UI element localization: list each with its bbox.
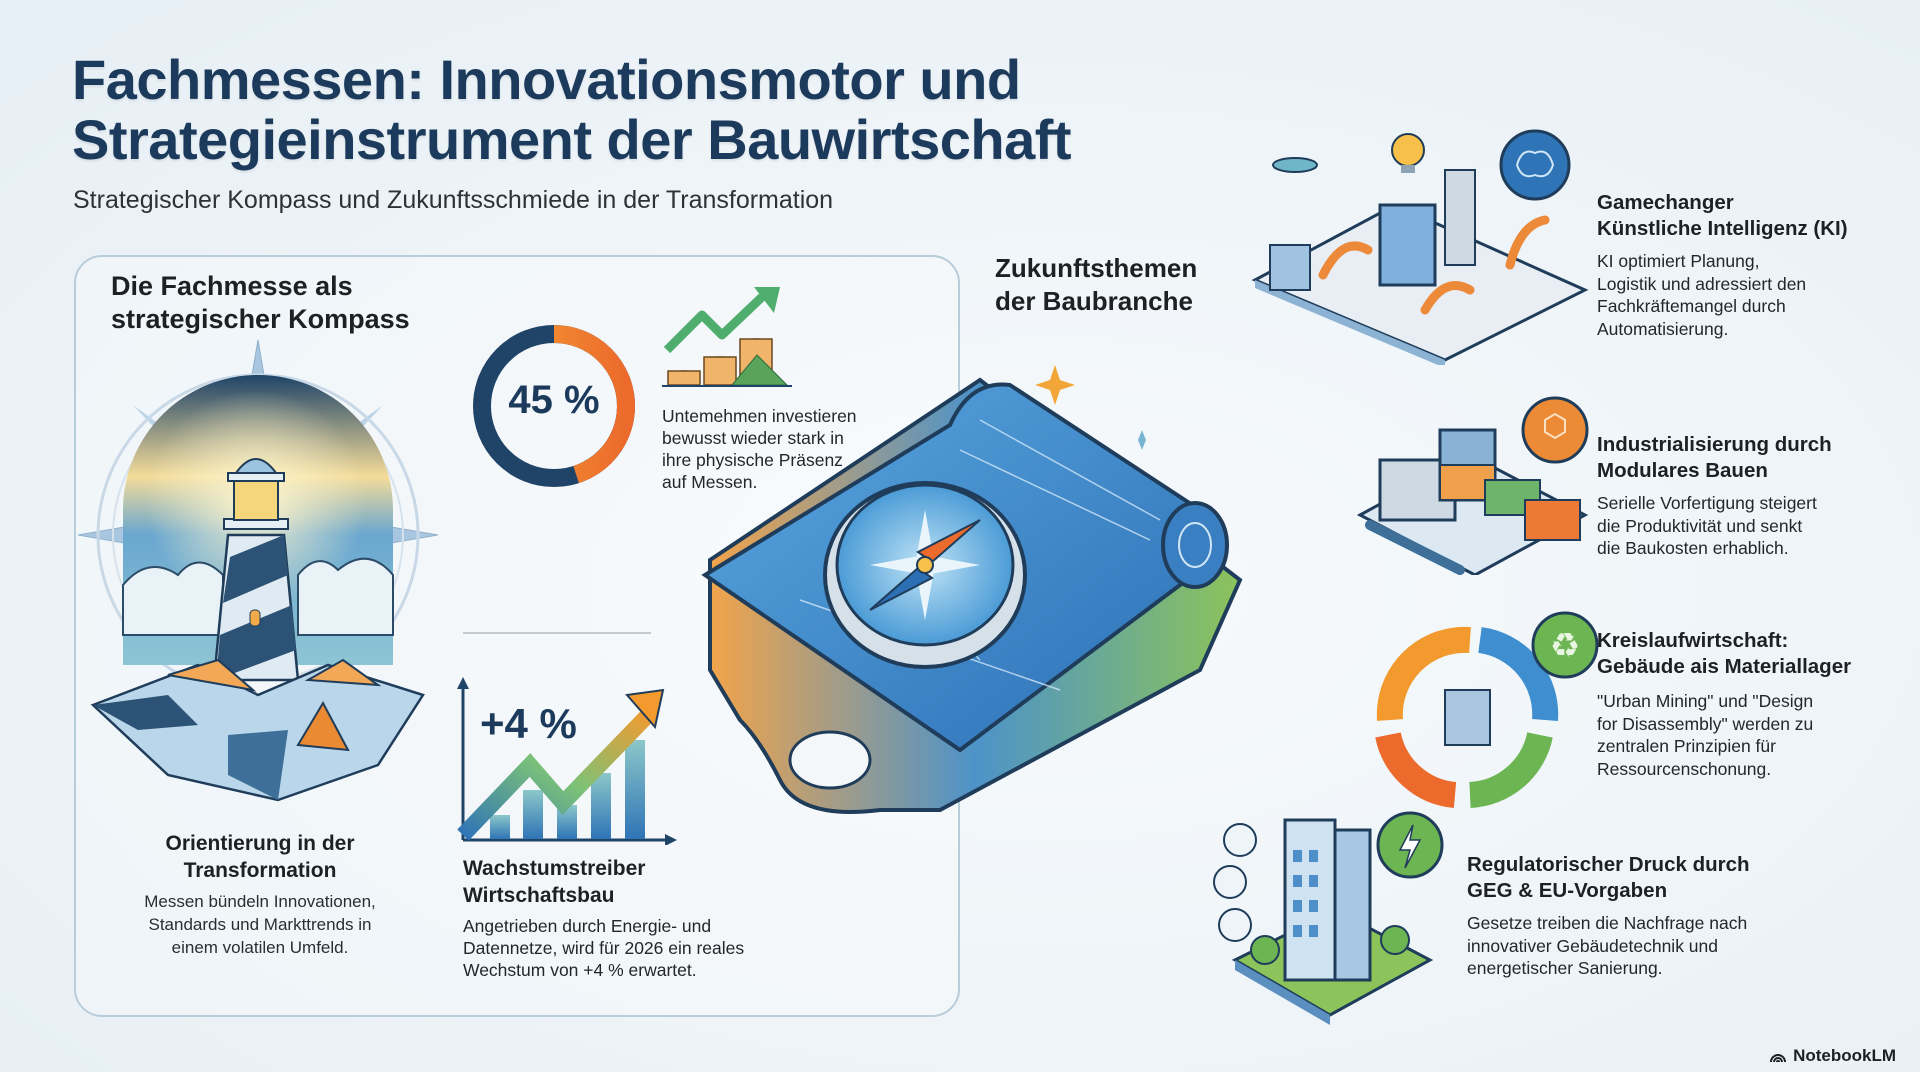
topic-text-line: Logistik und adressiert den	[1597, 273, 1807, 294]
topic-circular-title: Kreislaufwirtschaft: Gebäude ais Materia…	[1597, 628, 1851, 680]
page-title-line-2: Strategieinstrument der Bauwirtschaft	[72, 108, 1072, 171]
growth-chart-icon	[457, 677, 677, 845]
topic-ai-title: Gamechanger Künstliche Intelligenz (KI)	[1597, 190, 1848, 242]
growth-text-line: Angetrieben durch Energie- und	[463, 916, 712, 936]
panel-title-line-1: Die Fachmesse als	[111, 271, 353, 301]
topic-text-line: innovativer Gebäudetechnik und	[1467, 935, 1719, 956]
topic-text-line: Fachkräftemangel durch	[1597, 296, 1786, 316]
notebooklm-logo-icon	[1770, 1054, 1787, 1063]
panel-title: Die Fachmesse als strategischer Kompass	[111, 270, 410, 336]
growth-text-line: Wechstum von +4 % erwartet.	[463, 960, 697, 980]
growth-title: Wachstumstreiber Wirtschaftsbau	[463, 855, 645, 909]
recycle-icon: ♻	[1375, 611, 1599, 808]
growth-stat-value: +4 %	[480, 700, 577, 747]
topic-modular-text: Serielle Vorfertigung steigert die Produ…	[1597, 492, 1817, 560]
modular-cubes-icon	[1356, 396, 1589, 575]
orientation-title: Orientierung in der Transformation	[90, 830, 430, 884]
presence-text-line: auf Messen.	[662, 472, 758, 492]
topic-text-line: KI optimiert Planung,	[1597, 251, 1760, 271]
presence-donut-chart	[473, 325, 635, 487]
topic-regulatory-title-line-1: Regulatorischer Druck durch	[1467, 853, 1750, 876]
panel-title-line-2: strategischer Kompass	[111, 304, 410, 334]
topic-modular-title-line-2: Modulares Bauen	[1597, 459, 1768, 482]
orientation-title-line-2: Transformation	[183, 859, 337, 882]
energy-bolt-icon	[1213, 811, 1444, 1025]
topic-circular-text: "Urban Mining" und "Design for Disassemb…	[1597, 690, 1813, 780]
topic-text-line: Serielle Vorfertigung steigert	[1597, 493, 1817, 513]
presence-stat-text: Untemehmen investieren bewusst wieder st…	[662, 405, 922, 493]
compass-on-blueprint-icon	[701, 365, 1243, 814]
topic-regulatory-title-line-2: GEG & EU-Vorgaben	[1467, 879, 1668, 902]
coins-growth-icon	[662, 287, 792, 387]
page-subtitle: Strategischer Kompass und Zukunftsschmie…	[73, 186, 834, 214]
topic-text-line: energetischer Sanierung.	[1467, 958, 1663, 978]
topic-text-line: die Baukosten erhablich.	[1597, 538, 1789, 558]
topic-modular-title-line-1: Industrialisierung durch	[1597, 433, 1832, 456]
future-topics-title-line-1: Zukunftsthemen	[995, 253, 1198, 283]
topic-circular-title-line-2: Gebäude ais Materiallager	[1597, 655, 1852, 678]
future-topics-title: Zukunftsthemen der Baubranche	[995, 252, 1197, 318]
presence-text-line: bewusst wieder stark in	[662, 428, 844, 448]
section-divider	[463, 632, 651, 634]
topic-regulatory-text: Gesetze treiben die Nachfrage nach innov…	[1467, 912, 1747, 980]
presence-text-line: Untemehmen investieren	[662, 406, 857, 426]
growth-title-line-1: Wachstumstreiber	[463, 857, 646, 880]
lighthouse-compass-icon	[78, 339, 438, 802]
topic-text-line: Ressourcenschonung.	[1597, 758, 1772, 779]
page-title: Fachmessen: Innovationsmotor und Strateg…	[72, 48, 1072, 171]
topic-regulatory-title: Regulatorischer Druck durch GEG & EU-Vor…	[1467, 852, 1750, 904]
topic-ai-title-line-1: Gamechanger	[1597, 191, 1734, 214]
topic-ai-title-line-2: Künstliche Intelligenz (KI)	[1597, 217, 1848, 240]
topic-circular-title-line-1: Kreislaufwirtschaft:	[1597, 629, 1789, 652]
topic-text-line: "Urban Mining" und "Design	[1597, 691, 1814, 711]
future-topics-title-line-2: der Baubranche	[995, 286, 1193, 316]
growth-text: Angetrieben durch Energie- und Datennetz…	[463, 915, 783, 981]
orientation-text-line: Messen bündeln Innovationen,	[144, 892, 376, 911]
page-title-line-1: Fachmessen: Innovationsmotor und	[72, 48, 1021, 111]
topic-modular-title: Industrialisierung durch Modulares Bauen	[1597, 432, 1832, 484]
growth-title-line-2: Wirtschaftsbau	[463, 884, 615, 907]
orientation-text-line: einem volatilen Umfeld.	[171, 938, 349, 957]
topic-text-line: Gesetze treiben die Nachfrage nach	[1467, 913, 1748, 933]
presence-stat-value: 45 %	[508, 378, 600, 422]
ai-brain-icon	[1251, 129, 1589, 365]
growth-text-line: Datennetze, wird für 2026 ein reales	[463, 938, 745, 958]
brand-watermark: NotebookLM	[1769, 1046, 1896, 1066]
topic-text-line: die Produktivität und senkt	[1597, 515, 1803, 536]
topic-text-line: Automatisierung.	[1597, 318, 1729, 339]
orientation-title-line-1: Orientierung in der	[165, 832, 355, 855]
presence-text-line: ihre physische Präsenz	[662, 450, 843, 470]
brand-label: NotebookLM	[1793, 1046, 1896, 1065]
orientation-text-line: Standards und Markttrends in	[148, 915, 372, 934]
topic-text-line: for Disassembly" werden zu	[1597, 713, 1814, 734]
topic-text-line: zentralen Prinzipien für	[1597, 736, 1776, 756]
topic-ai-text: KI optimiert Planung, Logistik und adres…	[1597, 250, 1806, 340]
svg-text:♻: ♻	[1550, 626, 1580, 666]
orientation-text: Messen bündeln Innovationen, Standards u…	[90, 890, 430, 959]
